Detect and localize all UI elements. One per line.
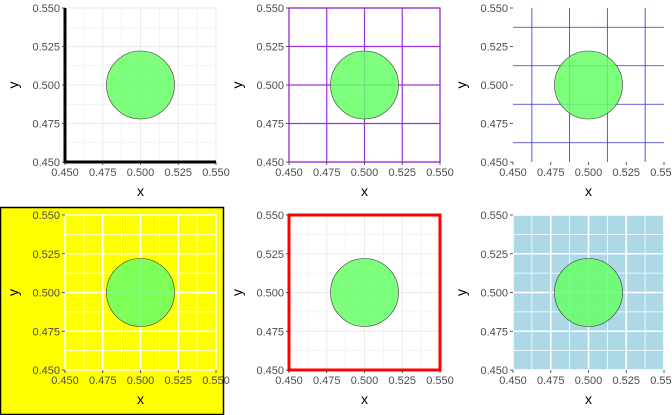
y-tick-label: 0.500	[480, 288, 508, 300]
data-point	[106, 258, 175, 327]
x-tick-label: 0.500	[575, 167, 603, 179]
y-tick-label: 0.450	[256, 365, 284, 377]
x-tick-label: 0.450	[51, 167, 79, 179]
y-tick-label: 0.525	[480, 42, 508, 54]
x-tick-label: 0.525	[612, 375, 640, 387]
panel-bottom-right: 0.450 0.475 0.500 0.525 0.550 0.450 0.475 0.500…	[453, 210, 672, 407]
x-tick-label: 0.475	[89, 167, 117, 179]
y-tick-label: 0.475	[256, 119, 284, 131]
y-tick-label: 0.525	[256, 42, 284, 54]
x-axis-label: x	[361, 391, 368, 407]
x-tick-label: 0.500	[351, 375, 379, 387]
y-axis-label: y	[5, 289, 21, 296]
x-tick-label: 0.550	[202, 375, 230, 387]
x-axis-label: x	[585, 391, 592, 407]
y-tick-label: 0.475	[480, 326, 508, 338]
x-tick-label: 0.500	[575, 375, 603, 387]
y-tick-label: 0.450	[32, 365, 60, 377]
x-tick-label: 0.475	[313, 375, 341, 387]
x-tick-label: 0.550	[650, 375, 672, 387]
data-point	[106, 50, 175, 120]
x-tick-label: 0.450	[51, 375, 79, 387]
y-axis-label: y	[453, 82, 469, 89]
panel-bottom-left: 0.450 0.475 0.500 0.525 0.550 0.450 0.475 0.500…	[0, 206, 230, 415]
y-tick-label: 0.550	[480, 210, 508, 222]
x-tick-label: 0.550	[426, 167, 454, 179]
x-tick-label: 0.450	[499, 167, 527, 179]
y-tick-label: 0.450	[480, 157, 508, 169]
y-axis-label: y	[453, 289, 469, 296]
y-tick-label: 0.550	[256, 210, 284, 222]
data-point	[330, 258, 399, 327]
y-tick-label: 0.525	[256, 249, 284, 261]
y-tick-label: 0.475	[256, 326, 284, 338]
y-tick-label: 0.550	[480, 3, 508, 15]
y-tick-label: 0.550	[32, 3, 60, 15]
y-tick-label: 0.500	[256, 288, 284, 300]
y-axis-label: y	[229, 289, 245, 296]
x-axis-label: x	[361, 183, 368, 199]
x-tick-label: 0.500	[127, 375, 155, 387]
x-tick-label: 0.475	[537, 375, 565, 387]
y-axis-label: y	[229, 82, 245, 89]
y-tick-label: 0.475	[32, 326, 60, 338]
x-tick-label: 0.525	[388, 375, 416, 387]
y-tick-label: 0.525	[32, 42, 60, 54]
data-point	[330, 50, 399, 120]
panel-bottom-middle: 0.450 0.475 0.500 0.525 0.550 0.450 0.475 0.500…	[229, 210, 454, 407]
y-tick-label: 0.500	[256, 80, 284, 92]
panel-top-middle: 0.450 0.475 0.500 0.525 0.550 0.450 0.475 0.500…	[229, 3, 454, 199]
x-tick-label: 0.450	[499, 375, 527, 387]
y-tick-label: 0.450	[480, 365, 508, 377]
panel-top-right: 0.450 0.475 0.500 0.525 0.550 0.450 0.475 0.500…	[453, 3, 672, 199]
x-tick-label: 0.550	[650, 167, 672, 179]
x-axis-label: x	[137, 183, 144, 199]
panel-top-left: 0.450 0.475 0.500 0.525 0.550 0.450 0.475 0.500…	[5, 3, 230, 199]
data-point	[554, 258, 623, 327]
y-tick-label: 0.500	[32, 80, 60, 92]
x-axis-label: x	[137, 391, 144, 407]
x-tick-label: 0.500	[127, 167, 155, 179]
x-tick-label: 0.525	[612, 167, 640, 179]
y-tick-label: 0.550	[32, 210, 60, 222]
x-tick-label: 0.450	[275, 375, 303, 387]
y-tick-label: 0.475	[480, 119, 508, 131]
x-axis-label: x	[585, 183, 592, 199]
y-tick-label: 0.525	[480, 249, 508, 261]
x-tick-label: 0.475	[313, 167, 341, 179]
y-axis-label: y	[5, 82, 21, 89]
x-tick-label: 0.500	[351, 167, 379, 179]
y-tick-label: 0.550	[256, 3, 284, 15]
x-tick-label: 0.525	[164, 167, 192, 179]
x-tick-label: 0.475	[89, 375, 117, 387]
y-tick-label: 0.500	[480, 80, 508, 92]
x-tick-label: 0.525	[164, 375, 192, 387]
x-tick-label: 0.550	[426, 375, 454, 387]
y-tick-label: 0.450	[32, 157, 60, 169]
x-tick-label: 0.475	[537, 167, 565, 179]
y-tick-label: 0.450	[256, 157, 284, 169]
x-tick-label: 0.525	[388, 167, 416, 179]
y-tick-label: 0.500	[32, 288, 60, 300]
x-tick-label: 0.550	[202, 167, 230, 179]
y-tick-label: 0.525	[32, 249, 60, 261]
x-tick-label: 0.450	[275, 167, 303, 179]
y-tick-label: 0.475	[32, 119, 60, 131]
data-point	[554, 50, 623, 120]
